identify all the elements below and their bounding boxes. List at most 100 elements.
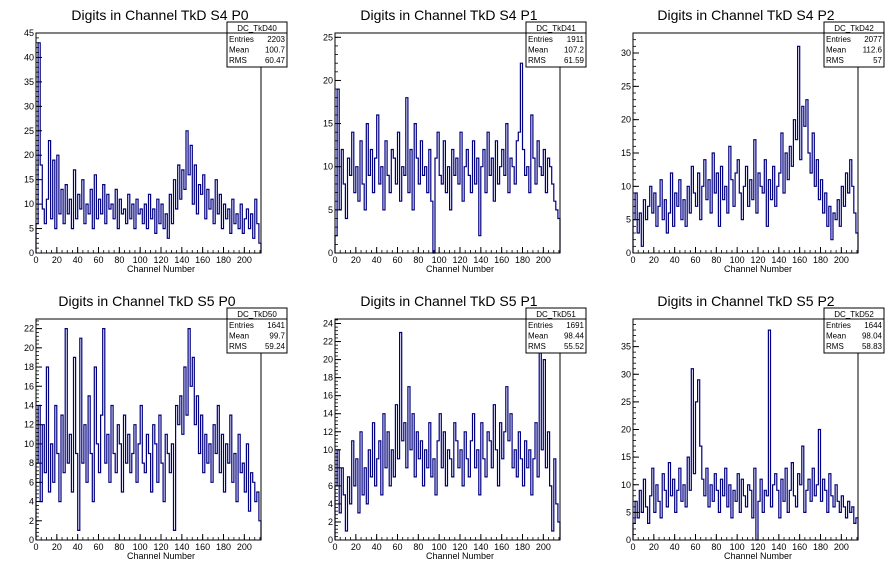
y-tick-label: 20 — [24, 343, 34, 353]
histogram-series — [632, 329, 859, 541]
stats-label-mean: Mean — [528, 332, 548, 341]
y-tick-label: 10 — [621, 480, 631, 490]
y-tick-label: 5 — [626, 507, 631, 517]
stats-value-rms: 58.83 — [862, 342, 883, 351]
x-tick-label: 140 — [771, 255, 786, 265]
y-tick-label: 15 — [621, 452, 631, 462]
stats-value-mean: 98.44 — [564, 332, 585, 341]
chart-title: Digits in Channel TkD S5 P1 — [360, 293, 537, 309]
x-tick-label: 40 — [73, 255, 83, 265]
y-tick-label: 40 — [24, 52, 34, 62]
y-tick-label: 10 — [323, 162, 333, 172]
x-tick-label: 60 — [392, 255, 402, 265]
x-tick-label: 60 — [690, 255, 700, 265]
stats-box-frame — [226, 21, 288, 68]
x-tick-label: 200 — [237, 255, 252, 265]
x-tick-label: 180 — [216, 542, 231, 552]
stats-box-frame — [525, 307, 587, 354]
y-tick-label: 6 — [328, 481, 333, 491]
y-tick-label: 15 — [621, 148, 631, 158]
y-tick-label: 35 — [621, 342, 631, 352]
y-tick-label: 15 — [24, 175, 34, 185]
x-tick-label: 180 — [216, 255, 231, 265]
stats-box: DC_TkD50 Entries 1641 Mean 99.7 RMS 59.24 — [226, 307, 288, 354]
y-tick-label: 30 — [621, 48, 631, 58]
y-tick-label: 22 — [323, 337, 333, 347]
stats-label-entries: Entries — [229, 35, 254, 44]
x-tick-label: 200 — [237, 542, 252, 552]
y-tick-label: 20 — [24, 150, 34, 160]
x-axis-label: Channel Number — [724, 551, 792, 561]
histogram-series — [334, 331, 561, 540]
y-tick-label: 5 — [626, 215, 631, 225]
stats-name: DC_TkD42 — [834, 24, 874, 33]
chart-title: Digits in Channel TkD S4 P2 — [657, 7, 834, 23]
x-tick-label: 160 — [792, 255, 807, 265]
histogram-panel-3: Digits in Channel TkD S5 P00 20 40 60 80 100 1… — [24, 293, 288, 561]
histogram-series — [334, 62, 561, 254]
x-tick-label: 40 — [372, 542, 382, 552]
y-tick-label: 2 — [29, 516, 34, 526]
stats-box: DC_TkD52 Entries 1644 Mean 98.04 RMS 58.83 — [823, 307, 885, 354]
stats-label-mean: Mean — [528, 46, 548, 55]
y-tick-label: 25 — [621, 81, 631, 91]
x-tick-label: 100 — [432, 542, 447, 552]
histogram-panel-2: Digits in Channel TkD S4 P20 20 40 60 80 100 1… — [621, 7, 885, 274]
y-tick-label: 0 — [328, 535, 333, 545]
y-tick-label: 0 — [328, 248, 333, 258]
stats-value-entries: 1644 — [864, 321, 882, 330]
stats-label-entries: Entries — [826, 321, 851, 330]
stats-label-mean: Mean — [826, 46, 846, 55]
y-tick-label: 25 — [24, 126, 34, 136]
y-tick-label: 0 — [626, 535, 631, 545]
chart-title: Digits in Channel TkD S5 P2 — [657, 293, 834, 309]
y-tick-label: 10 — [323, 445, 333, 455]
stats-name: DC_TkD50 — [237, 310, 277, 319]
x-tick-label: 180 — [813, 542, 828, 552]
y-tick-label: 8 — [328, 463, 333, 473]
stats-value-entries: 1911 — [567, 35, 585, 44]
stats-box: DC_TkD42 Entries 2077 Mean 112.6 RMS 57 — [823, 21, 885, 68]
y-tick-label: 5 — [29, 224, 34, 234]
x-tick-label: 0 — [33, 542, 38, 552]
chart-title: Digits in Channel TkD S4 P1 — [360, 7, 537, 23]
histogram-panel-4: Digits in Channel TkD S5 P10 20 40 60 80 100 1… — [323, 293, 587, 561]
stats-value-rms: 59.24 — [265, 342, 286, 351]
x-tick-label: 140 — [174, 255, 189, 265]
y-tick-label: 8 — [29, 458, 34, 468]
stats-box-frame — [823, 307, 885, 354]
y-tick-label: 18 — [323, 373, 333, 383]
x-tick-label: 20 — [351, 255, 361, 265]
x-tick-label: 120 — [452, 255, 467, 265]
stats-label-entries: Entries — [826, 35, 851, 44]
stats-label-rms: RMS — [229, 56, 247, 65]
y-tick-label: 20 — [323, 355, 333, 365]
plot-frame — [632, 32, 859, 254]
y-tick-label: 12 — [24, 420, 34, 430]
y-tick-label: 2 — [328, 517, 333, 527]
x-tick-label: 120 — [153, 542, 168, 552]
x-tick-label: 60 — [392, 542, 402, 552]
stats-value-mean: 112.6 — [863, 46, 883, 55]
x-tick-label: 60 — [93, 542, 103, 552]
y-tick-label: 14 — [24, 400, 34, 410]
y-tick-label: 20 — [621, 425, 631, 435]
x-tick-label: 100 — [133, 255, 148, 265]
x-axis-label: Channel Number — [426, 264, 494, 274]
stats-label-rms: RMS — [826, 56, 844, 65]
stats-label-rms: RMS — [826, 342, 844, 351]
y-tick-label: 20 — [323, 75, 333, 85]
stats-name: DC_TkD41 — [536, 24, 576, 33]
stats-label-rms: RMS — [528, 56, 546, 65]
plot-frame — [334, 32, 561, 254]
chart-title: Digits in Channel TkD S5 P0 — [58, 293, 235, 309]
x-tick-label: 80 — [711, 255, 721, 265]
stats-label-mean: Mean — [826, 332, 846, 341]
x-axis-label: Channel Number — [127, 551, 195, 561]
x-tick-label: 180 — [515, 542, 530, 552]
x-tick-label: 100 — [133, 542, 148, 552]
x-tick-label: 80 — [114, 542, 124, 552]
stats-value-mean: 99.7 — [269, 332, 285, 341]
y-tick-label: 16 — [323, 391, 333, 401]
x-tick-label: 200 — [536, 542, 551, 552]
